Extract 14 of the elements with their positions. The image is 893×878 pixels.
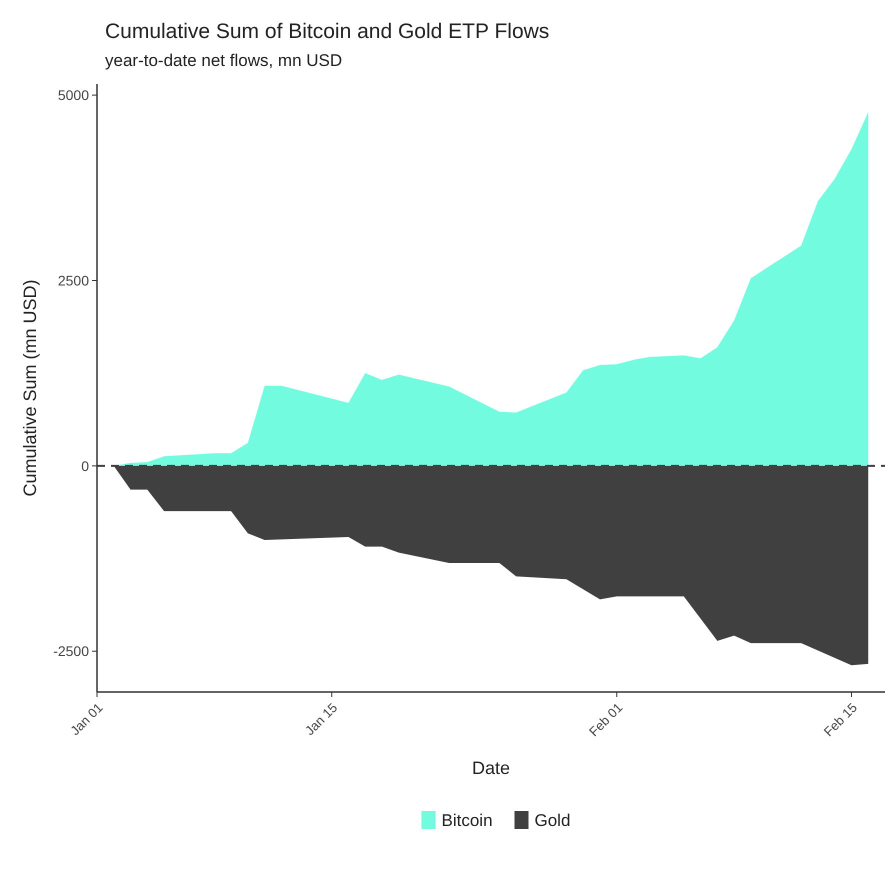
y-tick-label: 0 bbox=[81, 458, 90, 474]
y-tick-label: 2500 bbox=[58, 272, 90, 288]
chart-title: Cumulative Sum of Bitcoin and Gold ETP Flows bbox=[105, 20, 550, 43]
x-tick-label: Feb 01 bbox=[586, 700, 626, 740]
x-tick-label: Feb 15 bbox=[820, 700, 860, 740]
y-tick-label: -2500 bbox=[53, 643, 90, 660]
y-tick-label: 5000 bbox=[58, 87, 90, 104]
chart-subtitle: year-to-date net flows, mn USD bbox=[105, 51, 342, 70]
legend-label: Gold bbox=[534, 810, 570, 830]
y-axis-title: Cumulative Sum (mn USD) bbox=[20, 279, 40, 497]
x-tick-label: Jan 01 bbox=[67, 700, 106, 738]
x-tick-label: Jan 15 bbox=[302, 700, 340, 738]
legend-label: Bitcoin bbox=[442, 810, 493, 830]
x-axis-title: Date bbox=[472, 758, 510, 778]
